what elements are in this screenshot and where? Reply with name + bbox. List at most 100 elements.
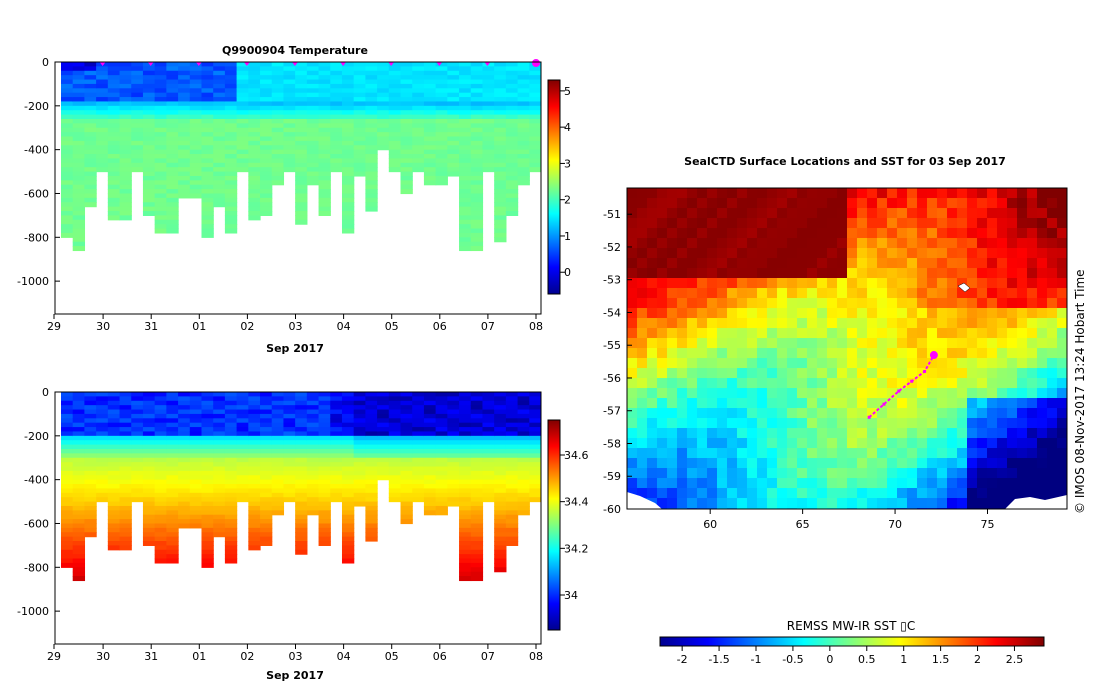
profile-cell [154, 211, 167, 216]
profile-cell [224, 392, 238, 397]
sst-cell [647, 468, 658, 479]
sst-cell [707, 368, 718, 379]
sst-cell [647, 358, 658, 369]
profile-cell [189, 118, 203, 124]
profile-cell [131, 158, 144, 164]
profile-cell [271, 140, 285, 146]
profile-cell [470, 505, 484, 511]
profile-cell [61, 501, 74, 507]
profile-cell [341, 523, 355, 529]
sst-cell [707, 348, 718, 359]
profile-cell [482, 158, 495, 164]
profile-cell [178, 92, 191, 98]
profile-cell [271, 105, 285, 111]
profile-cell [412, 118, 425, 124]
sst-cell [1037, 298, 1048, 309]
sst-cell [697, 408, 708, 419]
sst-cell [667, 418, 678, 429]
colorbar-tick-label: 4 [564, 121, 571, 134]
sst-cell [647, 258, 658, 269]
profile-cell [119, 444, 132, 450]
sst-cell [867, 258, 878, 269]
profile-cell [295, 431, 308, 437]
profile-cell [330, 413, 343, 419]
profile-cell [306, 97, 320, 103]
profile-cell [260, 453, 273, 459]
profile-cell [178, 114, 191, 120]
profile-cell [84, 457, 97, 463]
profile-cell [236, 444, 249, 450]
profile-cell [248, 448, 261, 454]
profile-cell [154, 536, 167, 542]
sst-cell [1007, 428, 1018, 439]
sst-cell [647, 378, 658, 389]
profile-cell [459, 70, 472, 76]
sst-cell [787, 228, 798, 239]
profile-cell [260, 79, 273, 85]
profile-cell [423, 475, 437, 481]
profile-cell [178, 158, 191, 164]
sst-cell [747, 298, 758, 309]
profile-cell [248, 427, 261, 433]
sst-cell [917, 298, 928, 309]
profile-cell [142, 101, 156, 107]
profile-cell [213, 479, 226, 485]
profile-cell [201, 392, 214, 397]
sst-cell [997, 338, 1008, 349]
sst-cell [767, 428, 778, 439]
profile-cell [142, 444, 156, 450]
profile-cell [459, 536, 472, 542]
profile-cell [470, 241, 484, 247]
profile-cell [470, 571, 484, 577]
profile-cell [447, 140, 460, 146]
profile-cell [178, 488, 191, 494]
profile-cell [131, 427, 144, 433]
profile-cell [271, 171, 285, 177]
sst-cell [887, 208, 898, 219]
sst-cell [947, 368, 958, 379]
sst-cell [647, 368, 658, 379]
profile-cell [459, 418, 472, 424]
profile-cell [119, 114, 132, 120]
profile-cell [353, 167, 366, 173]
profile-cell [306, 448, 320, 454]
sst-cell [887, 488, 898, 499]
sst-cell [907, 458, 918, 469]
sst-cell [817, 198, 828, 209]
sst-cell [777, 398, 788, 409]
sst-cell [677, 458, 688, 469]
profile-cell [400, 405, 413, 411]
sst-cell [797, 198, 808, 209]
profile-cell [189, 154, 203, 160]
profile-cell [470, 536, 484, 542]
sst-cell [1007, 258, 1018, 269]
profile-cell [142, 470, 156, 476]
sst-cell [687, 378, 698, 389]
profile-cell [178, 136, 191, 142]
profile-cell [505, 519, 519, 525]
profile-cell [470, 431, 484, 437]
profile-cell [447, 488, 460, 494]
sst-cell [847, 408, 858, 419]
sst-cell [837, 258, 848, 269]
sst-cell [767, 488, 778, 499]
sst-cell [657, 248, 668, 259]
profile-cell [423, 101, 437, 107]
sst-cell [897, 448, 908, 459]
profile-cell [248, 215, 261, 221]
profile-cell [189, 462, 203, 468]
profile-cell [96, 475, 109, 481]
sst-cell [687, 198, 698, 209]
sst-cell [677, 278, 688, 289]
sst-cell [887, 298, 898, 309]
sst-cell [637, 258, 648, 269]
profile-cell [166, 444, 179, 450]
profile-cell [178, 189, 191, 195]
sst-cell [977, 478, 988, 489]
profile-cell [283, 145, 296, 151]
profile-cell [388, 470, 402, 476]
profile-cell [72, 510, 86, 516]
sst-cell [717, 228, 728, 239]
profile-cell [412, 475, 425, 481]
profile-cell [447, 66, 460, 72]
